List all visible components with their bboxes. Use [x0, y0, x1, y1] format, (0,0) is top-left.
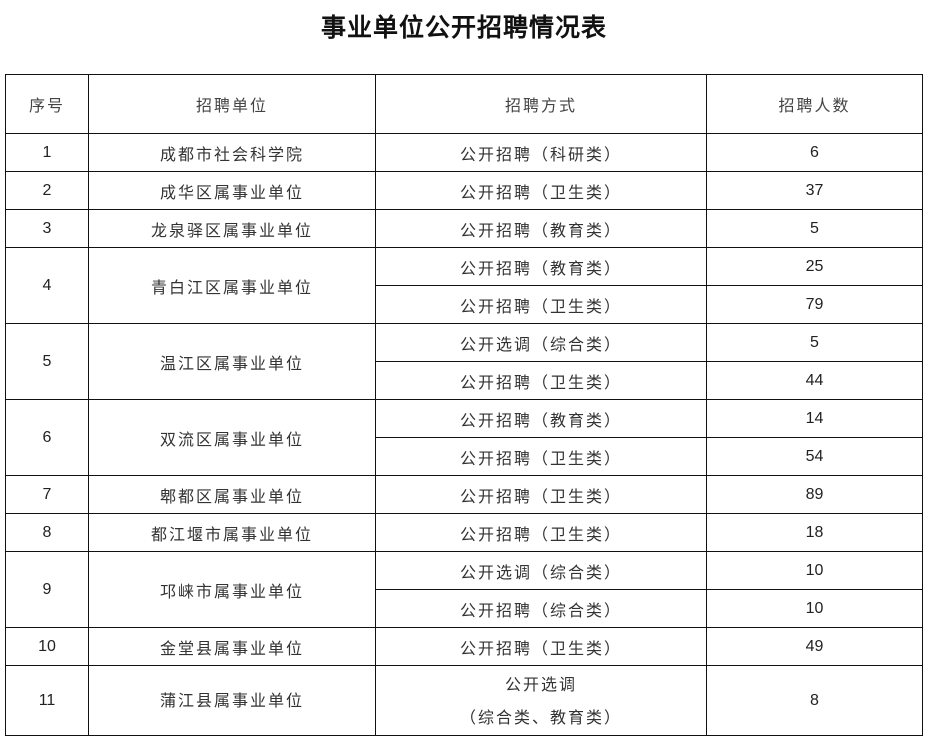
recruitment-method: 公开选调 （综合类、教育类） [375, 665, 707, 736]
recruitment-method: 公开招聘（卫生类） [375, 627, 707, 666]
recruitment-method-line: （综合类、教育类） [459, 707, 622, 727]
row-number: 3 [5, 209, 89, 248]
recruiting-unit: 龙泉驿区属事业单位 [88, 209, 376, 248]
row-number: 5 [5, 323, 89, 400]
recruitment-method: 公开招聘（综合类） [375, 589, 707, 628]
recruitment-method: 公开招聘（卫生类） [375, 437, 707, 476]
recruitment-method: 公开选调（综合类） [375, 551, 707, 590]
recruitment-count: 8 [706, 665, 923, 736]
recruitment-table: 序号 招聘单位 招聘方式 招聘人数 1 成都市社会科学院 公开招聘（科研类） 6 2 成华… [5, 74, 923, 736]
recruitment-method: 公开招聘（教育类） [375, 209, 707, 248]
recruitment-count: 37 [706, 171, 923, 210]
table-row: 6 双流区属事业单位 公开招聘（教育类） 14 [5, 399, 923, 476]
recruitment-count: 44 [706, 361, 923, 400]
recruitment-method-line: 公开选调 [504, 674, 577, 694]
table-row: 10 金堂县属事业单位 公开招聘（卫生类） 49 [5, 627, 923, 666]
header-no: 序号 [5, 74, 89, 134]
header-count: 招聘人数 [706, 74, 923, 134]
recruitment-method: 公开招聘（卫生类） [375, 475, 707, 514]
recruiting-unit: 邛崃市属事业单位 [88, 551, 376, 628]
recruiting-unit: 青白江区属事业单位 [88, 247, 376, 324]
recruitment-count: 5 [706, 323, 923, 362]
table-row: 2 成华区属事业单位 公开招聘（卫生类） 37 [5, 171, 923, 210]
table-row: 8 都江堰市属事业单位 公开招聘（卫生类） 18 [5, 513, 923, 552]
row-number: 11 [5, 665, 89, 736]
recruiting-unit: 成都市社会科学院 [88, 133, 376, 172]
recruitment-count: 54 [706, 437, 923, 476]
recruitment-count: 18 [706, 513, 923, 552]
recruitment-method: 公开招聘（科研类） [375, 133, 707, 172]
row-number: 4 [5, 247, 89, 324]
recruitment-method: 公开招聘（卫生类） [375, 513, 707, 552]
table-row: 公开招聘（卫生类） 79 [6, 285, 923, 324]
recruiting-unit: 双流区属事业单位 [88, 399, 376, 476]
table-row: 公开招聘（综合类） 10 [6, 589, 923, 628]
recruitment-count: 10 [706, 589, 923, 628]
table-row: 9 邛崃市属事业单位 公开选调（综合类） 10 [5, 551, 923, 628]
recruitment-count: 14 [706, 399, 923, 438]
row-number: 1 [5, 133, 89, 172]
header-row: 序号 招聘单位 招聘方式 招聘人数 [5, 74, 923, 134]
recruiting-unit: 郫都区属事业单位 [88, 475, 376, 514]
recruitment-method: 公开招聘（教育类） [375, 247, 707, 286]
recruitment-method: 公开招聘（卫生类） [375, 171, 707, 210]
recruitment-count: 49 [706, 627, 923, 666]
table-row: 公开招聘（卫生类） 54 [6, 437, 923, 476]
recruitment-count: 6 [706, 133, 923, 172]
row-number: 7 [5, 475, 89, 514]
table-row: 4 青白江区属事业单位 公开招聘（教育类） 25 [5, 247, 923, 324]
table-row: 7 郫都区属事业单位 公开招聘（卫生类） 89 [5, 475, 923, 514]
table-row: 公开招聘（卫生类） 44 [6, 361, 923, 400]
recruiting-unit: 都江堰市属事业单位 [88, 513, 376, 552]
row-number: 2 [5, 171, 89, 210]
recruitment-method: 公开招聘（卫生类） [375, 361, 707, 400]
row-number: 6 [5, 399, 89, 476]
recruitment-count: 10 [706, 551, 923, 590]
recruitment-method: 公开招聘（教育类） [375, 399, 707, 438]
row-number: 10 [5, 627, 89, 666]
recruiting-unit: 成华区属事业单位 [88, 171, 376, 210]
table-row: 3 龙泉驿区属事业单位 公开招聘（教育类） 5 [5, 209, 923, 248]
header-unit: 招聘单位 [88, 74, 376, 134]
recruitment-count: 25 [706, 247, 923, 286]
recruiting-unit: 金堂县属事业单位 [88, 627, 376, 666]
recruitment-method: 公开招聘（卫生类） [375, 285, 707, 324]
table-row: 1 成都市社会科学院 公开招聘（科研类） 6 [5, 133, 923, 172]
page-title: 事业单位公开招聘情况表 [320, 13, 607, 42]
row-number: 8 [5, 513, 89, 552]
recruitment-method: 公开选调（综合类） [375, 323, 707, 362]
recruiting-unit: 温江区属事业单位 [88, 323, 376, 400]
table-row: 11 蒲江县属事业单位 公开选调 （综合类、教育类） 8 [5, 665, 923, 736]
header-method: 招聘方式 [375, 74, 707, 134]
recruitment-count: 79 [706, 285, 923, 324]
recruitment-count: 89 [706, 475, 923, 514]
recruiting-unit: 蒲江县属事业单位 [88, 665, 376, 736]
recruitment-count: 5 [706, 209, 923, 248]
row-number: 9 [5, 551, 89, 628]
table-row: 5 温江区属事业单位 公开选调（综合类） 5 [5, 323, 923, 400]
